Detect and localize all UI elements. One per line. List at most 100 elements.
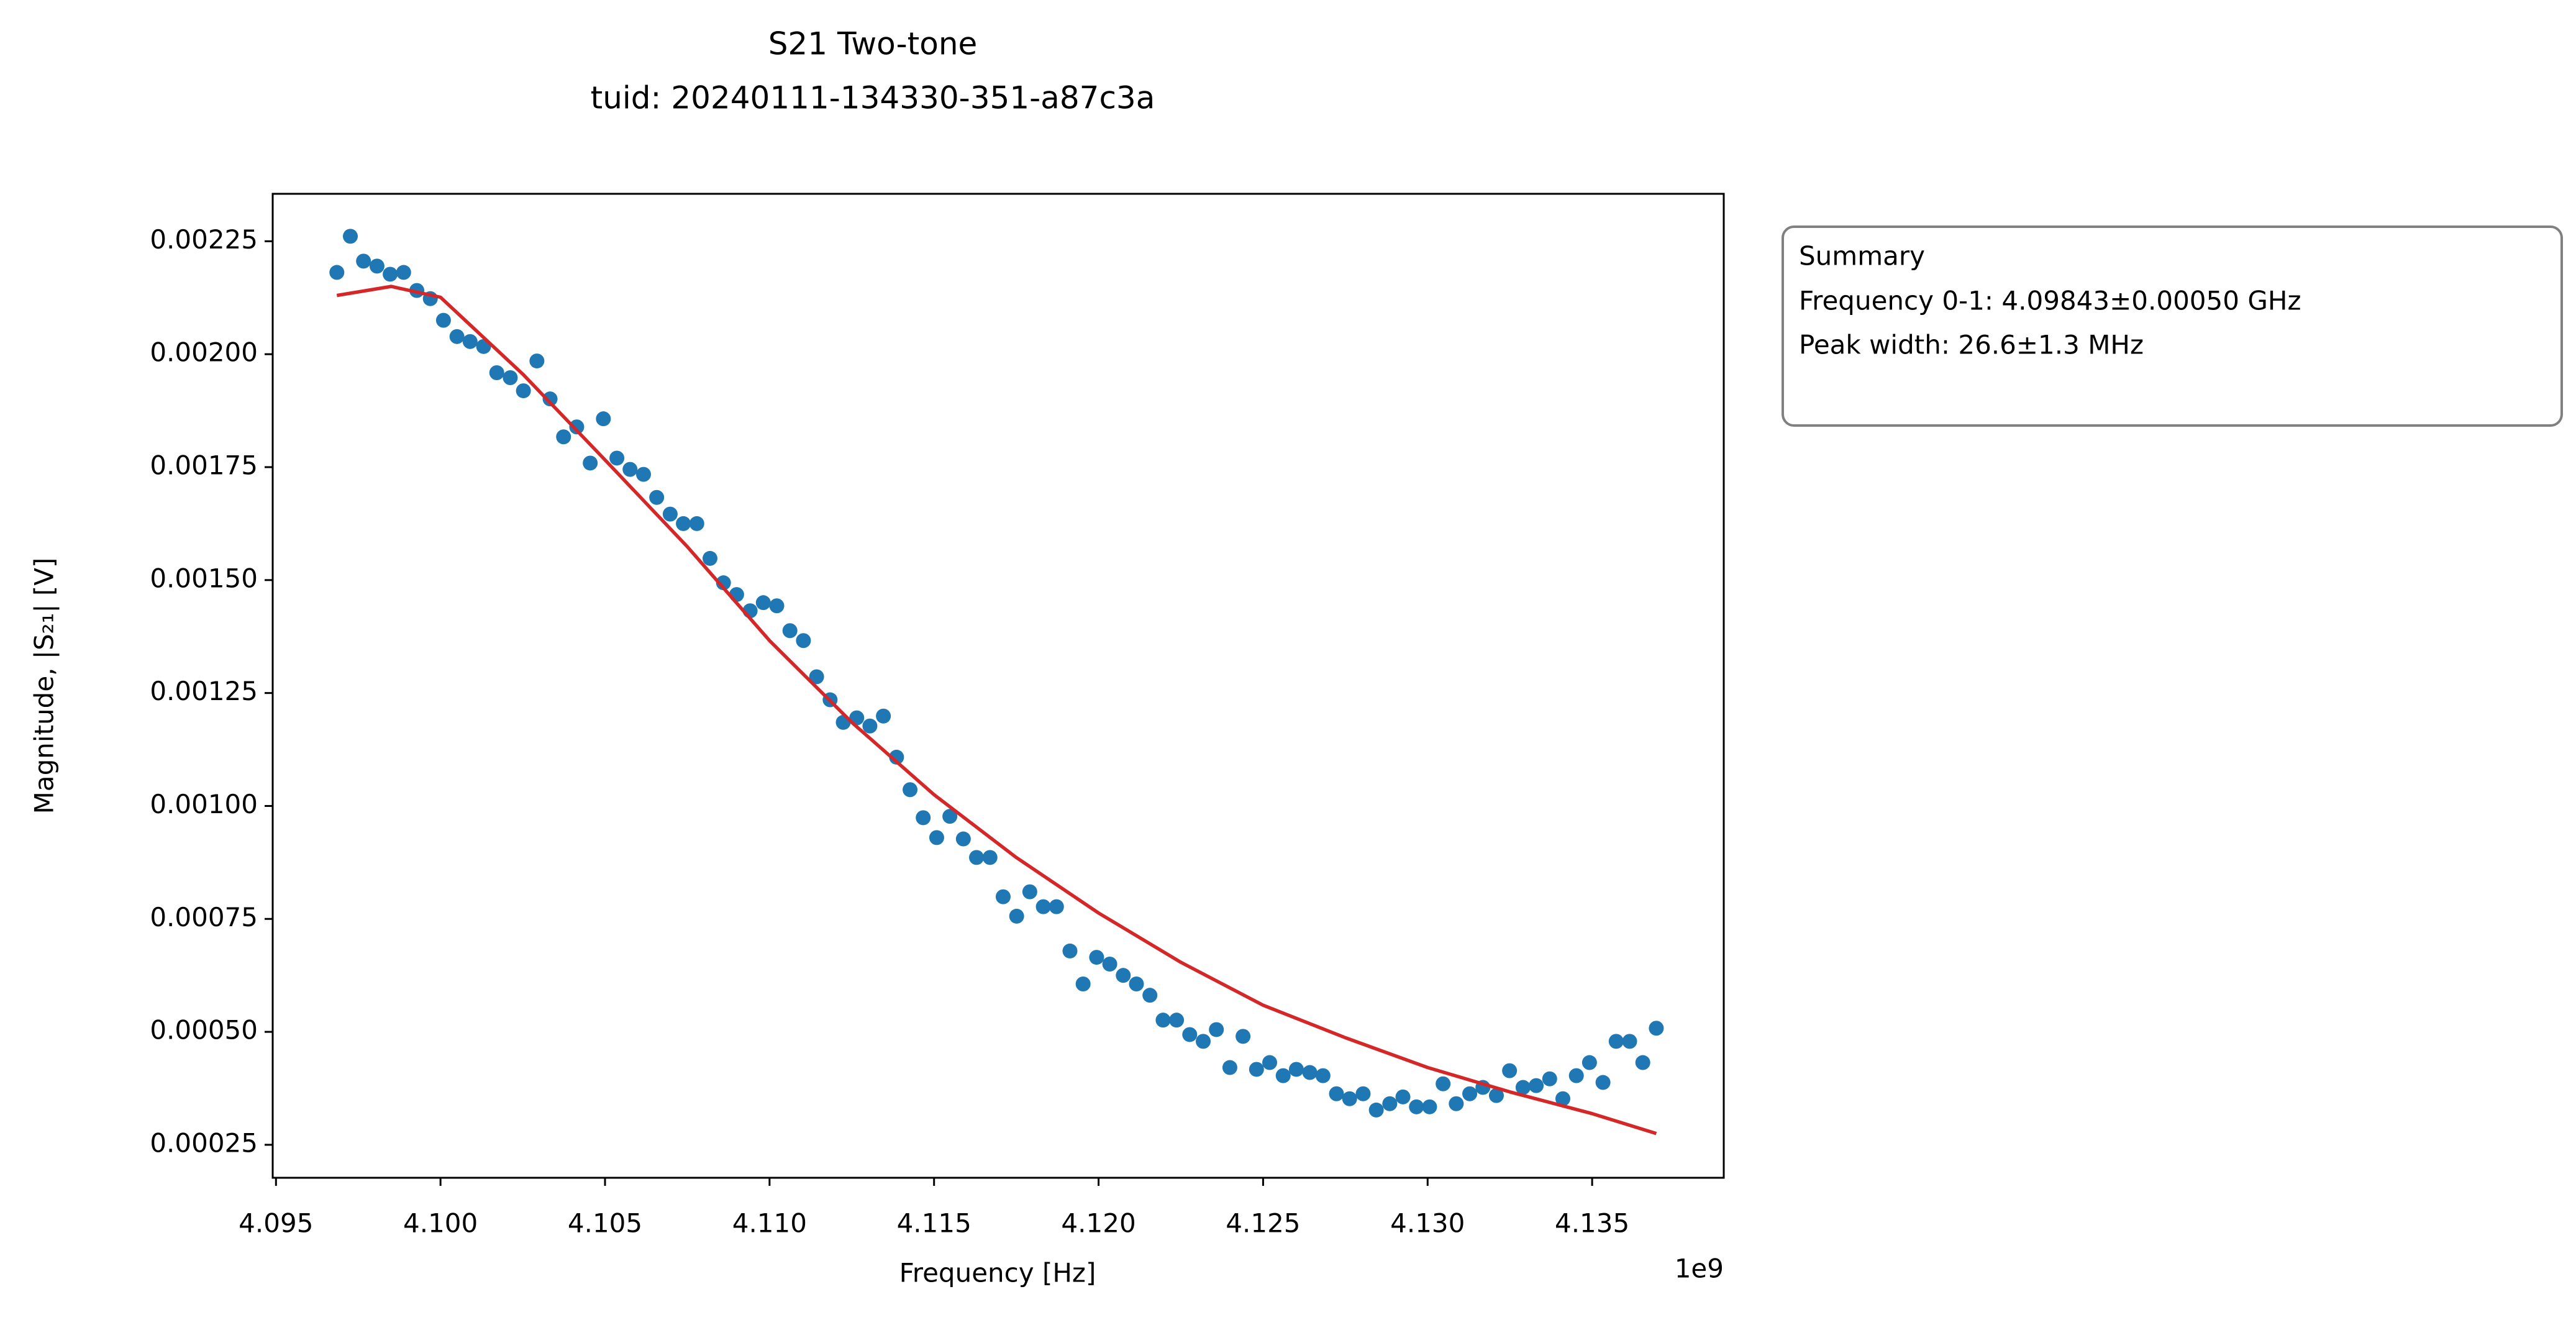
plot-frame — [271, 193, 1725, 1179]
data-point — [516, 383, 531, 399]
data-point — [383, 266, 398, 282]
data-point — [1129, 977, 1144, 991]
data-point — [862, 718, 878, 734]
data-point — [343, 229, 358, 244]
data-point — [889, 749, 904, 765]
data-point — [1155, 1013, 1171, 1028]
data-point — [1582, 1055, 1597, 1070]
data-point — [462, 334, 478, 349]
data-point — [1236, 1029, 1251, 1044]
data-point — [329, 265, 345, 280]
fit-line — [336, 285, 1657, 1136]
data-point — [1449, 1096, 1464, 1111]
data-point — [1488, 1088, 1504, 1103]
data-point — [782, 623, 798, 639]
data-point — [809, 669, 824, 685]
x-tick-label: 4.095 — [239, 1208, 313, 1239]
data-point — [1409, 1099, 1424, 1114]
data-point — [942, 809, 958, 824]
y-tick-label: 0.00175 — [150, 450, 258, 481]
data-point — [796, 633, 811, 649]
data-point — [622, 462, 638, 477]
data-point — [1182, 1027, 1198, 1042]
data-point — [489, 365, 504, 380]
y-tick-label: 0.00225 — [150, 224, 258, 255]
data-point — [1302, 1065, 1318, 1080]
data-point — [1382, 1096, 1398, 1111]
data-point — [1622, 1034, 1637, 1049]
data-point — [556, 429, 571, 445]
data-point — [1062, 943, 1078, 958]
data-point — [916, 810, 931, 826]
x-tick-label: 4.135 — [1555, 1208, 1629, 1239]
data-point — [1009, 908, 1024, 924]
data-point — [689, 516, 704, 531]
data-point — [1329, 1086, 1344, 1101]
data-point — [649, 489, 665, 505]
x-tick-label: 4.130 — [1390, 1208, 1465, 1239]
data-point — [1529, 1078, 1544, 1093]
y-tick-label: 0.00025 — [150, 1127, 258, 1158]
x-tick-label: 4.125 — [1226, 1208, 1300, 1239]
data-point — [1262, 1055, 1278, 1070]
data-point — [955, 831, 971, 847]
data-point — [1595, 1075, 1611, 1090]
data-point — [982, 850, 998, 865]
summary-line: Peak width: 26.6±1.3 MHz — [1799, 330, 2144, 360]
data-point — [1608, 1034, 1624, 1049]
data-point — [1368, 1102, 1384, 1118]
data-point — [1022, 884, 1037, 899]
data-point — [1462, 1086, 1478, 1101]
data-point — [1116, 968, 1131, 983]
data-point — [876, 708, 891, 724]
data-point — [1502, 1063, 1518, 1078]
data-point — [1342, 1091, 1357, 1106]
data-point — [356, 253, 371, 269]
data-point — [1436, 1076, 1451, 1091]
data-point — [1568, 1068, 1584, 1083]
y-tick-label: 0.00100 — [150, 789, 258, 819]
y-tick-label: 0.00050 — [150, 1015, 258, 1045]
data-point — [1169, 1013, 1185, 1028]
data-point — [569, 419, 585, 435]
x-tick-label: 4.105 — [568, 1208, 642, 1239]
data-point — [769, 598, 785, 614]
x-tick-label: 4.120 — [1061, 1208, 1136, 1239]
data-point — [903, 782, 918, 798]
data-point — [1649, 1021, 1664, 1036]
data-point — [1395, 1089, 1411, 1104]
x-tick-label: 4.100 — [403, 1208, 478, 1239]
data-point — [542, 391, 558, 407]
data-point — [1142, 988, 1158, 1003]
summary-line: Frequency 0-1: 4.09843±0.00050 GHz — [1799, 286, 2301, 316]
data-point — [662, 506, 678, 522]
data-point — [503, 370, 518, 385]
y-axis-label: Magnitude, |S₂₁| [V] — [29, 558, 60, 814]
data-point — [609, 450, 625, 466]
data-point — [929, 830, 944, 845]
data-point — [635, 467, 651, 482]
data-point — [1196, 1034, 1211, 1049]
data-point — [449, 329, 465, 344]
data-point — [1542, 1071, 1557, 1086]
x-tick-label: 4.115 — [897, 1208, 972, 1239]
y-tick-label: 0.00075 — [150, 902, 258, 932]
data-point — [1035, 899, 1051, 914]
data-point — [1275, 1068, 1291, 1083]
y-tick-label: 0.00125 — [150, 676, 258, 706]
data-point — [1049, 899, 1064, 914]
data-point — [1075, 977, 1091, 991]
data-point — [676, 516, 691, 531]
data-point — [529, 353, 545, 369]
data-point — [435, 312, 451, 328]
data-point — [1635, 1055, 1650, 1070]
data-point — [1102, 957, 1117, 972]
data-point — [969, 850, 985, 865]
chart-title: S21 Two-tone — [768, 26, 978, 62]
data-point — [1249, 1062, 1264, 1077]
data-point — [596, 411, 611, 427]
y-tick-label: 0.00150 — [150, 563, 258, 593]
data-point — [995, 889, 1011, 904]
